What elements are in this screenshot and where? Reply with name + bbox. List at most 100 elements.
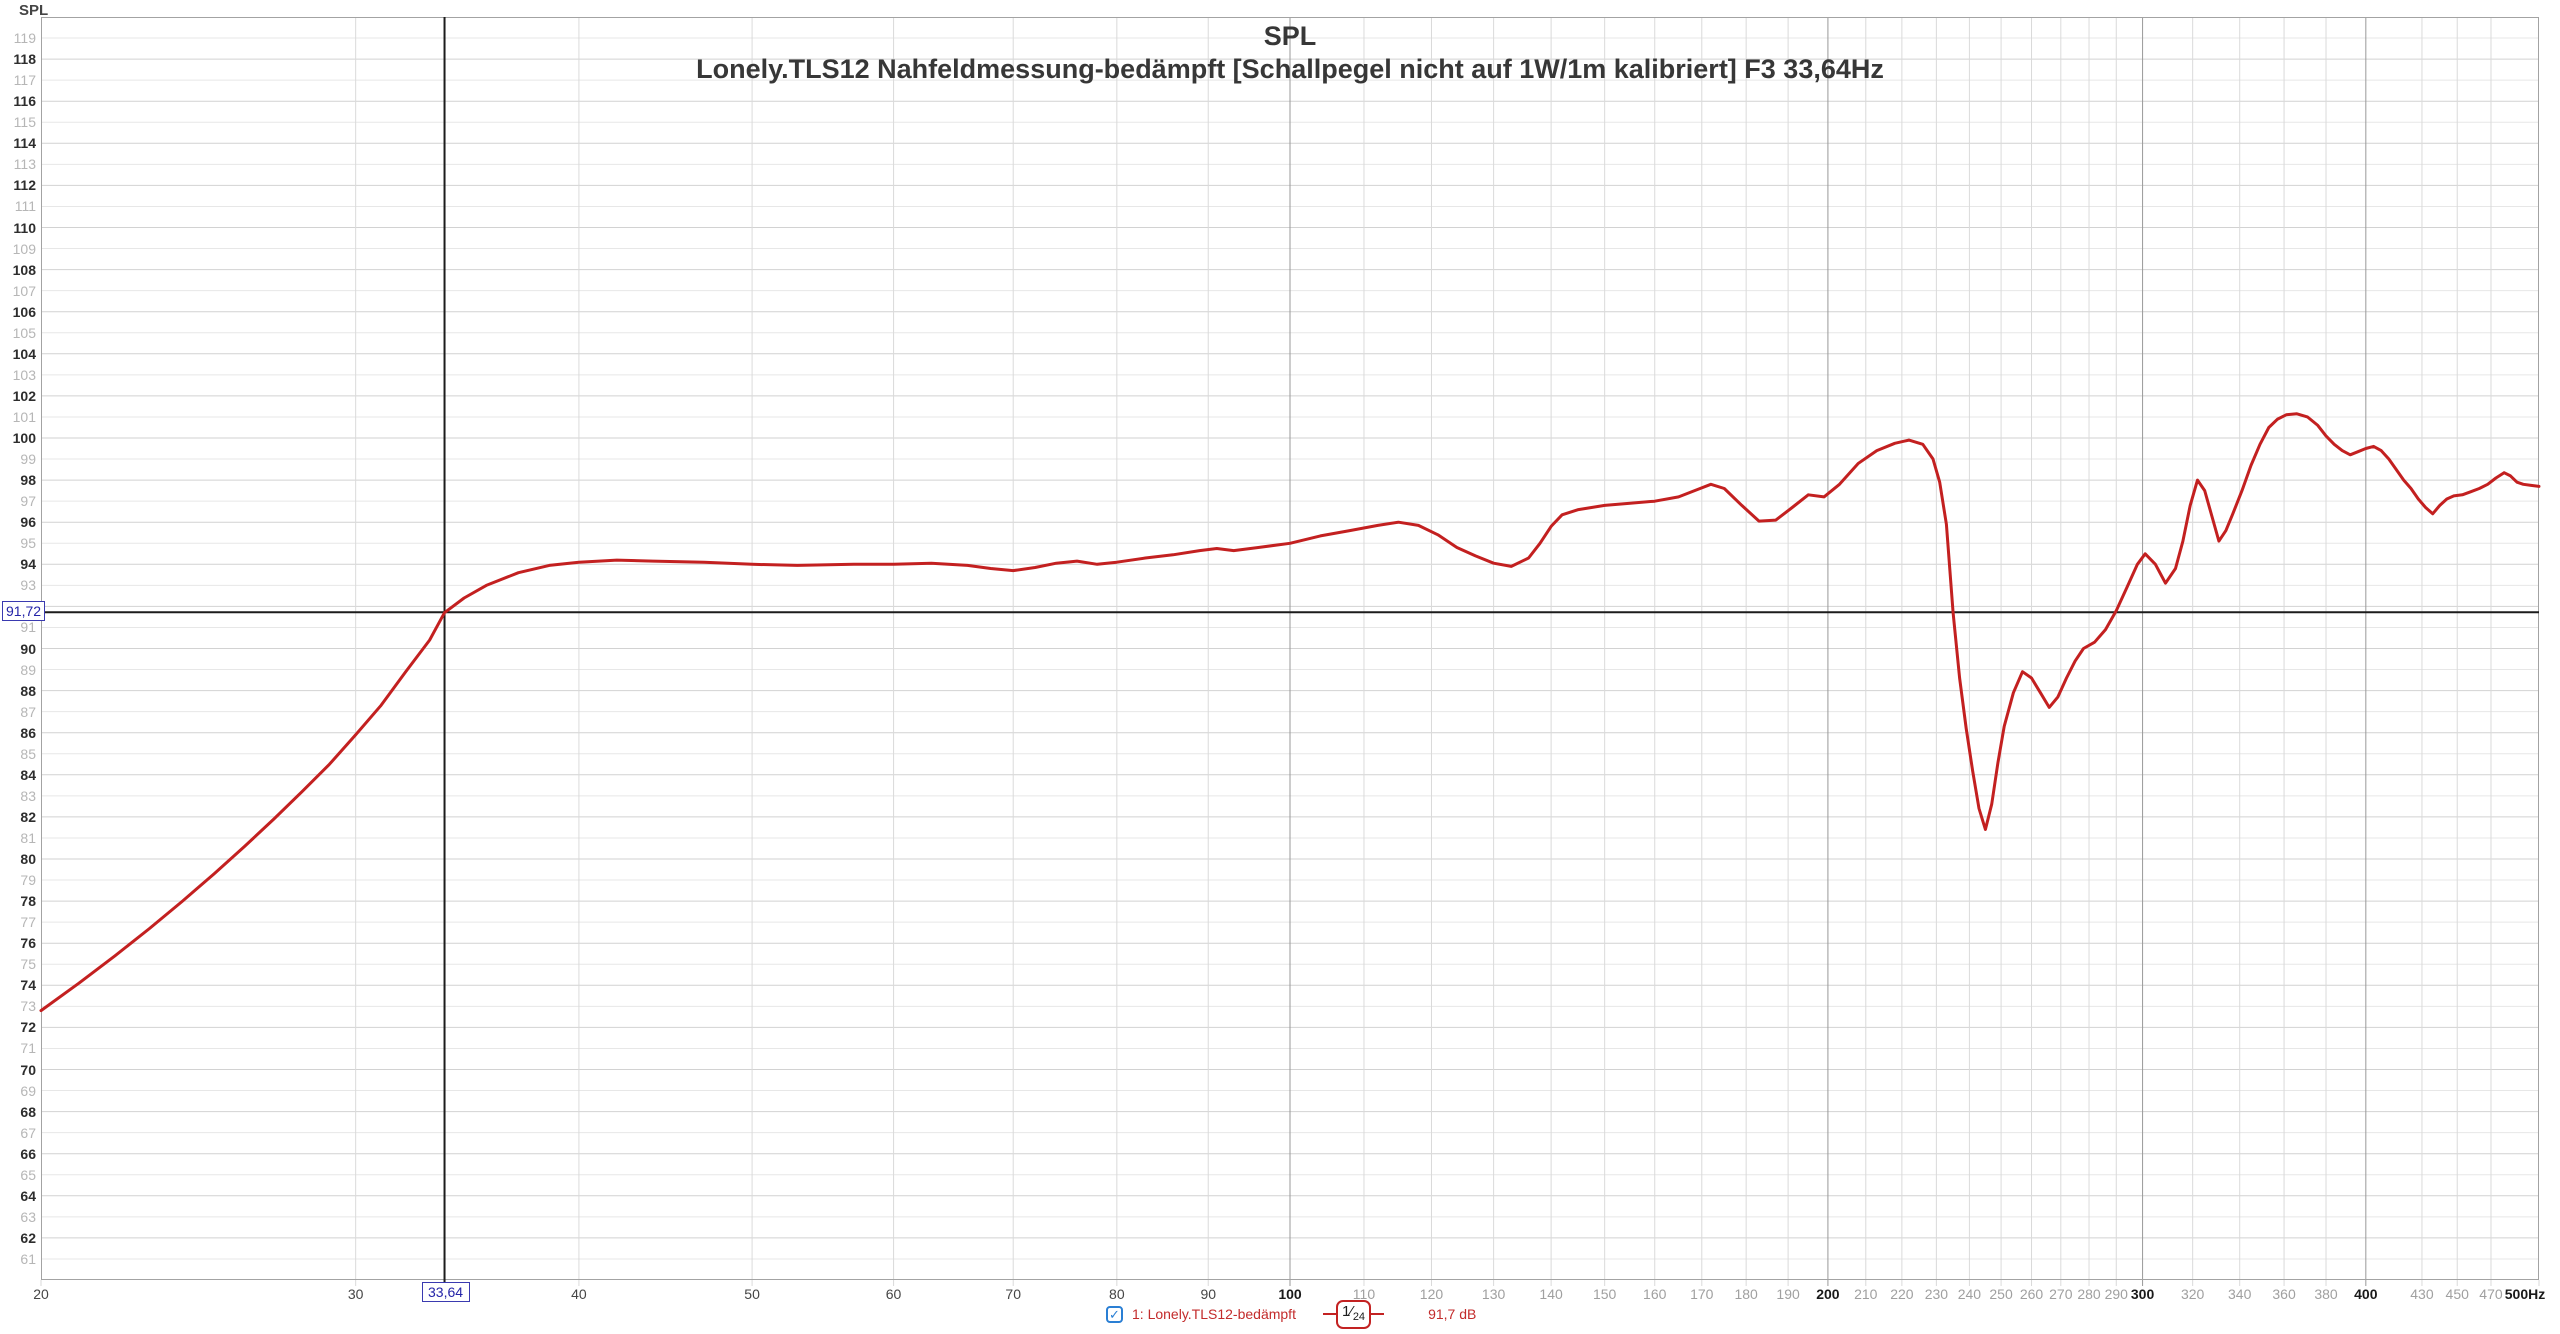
y-tick-label: 71 — [20, 1040, 36, 1057]
y-tick-label: 105 — [12, 324, 36, 341]
y-tick-label: 119 — [13, 30, 36, 47]
measurement-checkbox[interactable]: ✓ — [1106, 1305, 1123, 1323]
y-tick-label: 104 — [12, 345, 36, 362]
y-tick-label: 108 — [12, 261, 36, 278]
y-tick-label: 114 — [13, 135, 36, 152]
y-tick-label: 86 — [20, 724, 36, 741]
y-tick-label: 101 — [12, 408, 36, 425]
x-tick-label: 140 — [1539, 1286, 1563, 1302]
smoothing-badge: 1 ⁄ 24 — [1335, 1299, 1372, 1329]
y-tick-label: 99 — [20, 451, 36, 468]
x-tick-label: 190 — [1776, 1286, 1800, 1302]
smoothing-wire-right-icon — [1371, 1313, 1385, 1315]
x-tick-label: 280 — [2077, 1286, 2101, 1302]
x-tick-label: 430 — [2410, 1286, 2434, 1302]
y-tick-label: 66 — [20, 1145, 36, 1162]
y-tick-label: 93 — [20, 577, 36, 594]
y-tick-label: 111 — [14, 198, 36, 215]
chart-canvas[interactable] — [39, 17, 2541, 1288]
spl-chart-plot-area — [39, 17, 2541, 1286]
x-tick-label: 360 — [2272, 1286, 2296, 1302]
x-tick-label: 470 — [2479, 1286, 2503, 1302]
y-tick-label: 95 — [20, 535, 36, 552]
y-tick-label: 73 — [20, 998, 36, 1015]
x-tick-label: 80 — [1109, 1286, 1125, 1302]
y-tick-label: 83 — [20, 787, 36, 804]
y-tick-label: 115 — [13, 114, 36, 131]
y-axis-title: SPL — [19, 2, 49, 19]
cursor-y-value: 91,72 — [6, 603, 42, 620]
plot-border — [41, 17, 2539, 1280]
y-tick-label: 77 — [20, 914, 36, 931]
x-tick-label: 500Hz — [2504, 1286, 2546, 1302]
x-tick-label: 250 — [1989, 1286, 2013, 1302]
y-tick-label: 102 — [12, 387, 36, 404]
x-tick-label: 130 — [1481, 1286, 1506, 1302]
y-tick-label: 91 — [20, 619, 36, 636]
x-tick-label: 270 — [2049, 1286, 2073, 1302]
y-tick-label: 75 — [20, 956, 36, 973]
y-tick-label: 76 — [20, 935, 36, 952]
measurement-label[interactable]: 1: Lonely.TLS12-bedämpft — [1132, 1306, 1296, 1322]
smoothing-indicator: 1 ⁄ 24 — [1322, 1299, 1385, 1329]
y-tick-label: 88 — [20, 682, 36, 699]
smoothing-denominator: 24 — [1352, 1310, 1366, 1323]
y-tick-label: 109 — [12, 240, 36, 257]
cursor-level-readout: 91,7 dB — [1428, 1306, 1477, 1322]
y-tick-label: 97 — [20, 493, 36, 510]
y-tick-label: 116 — [13, 93, 36, 110]
y-tick-label: 74 — [20, 977, 36, 994]
smoothing-wire-left-icon — [1322, 1313, 1336, 1315]
y-tick-label: 80 — [20, 851, 36, 867]
x-tick-label: 40 — [571, 1286, 587, 1302]
x-axis-labels: 20 30 40 50 60 70 80 90 100 110 120 130 140 150 160 170… — [0, 1286, 2560, 1306]
y-tick-label: 82 — [20, 808, 36, 825]
y-tick-label: 106 — [12, 303, 36, 320]
y-tick-label: 112 — [13, 177, 36, 194]
x-tick-label: 170 — [1690, 1286, 1714, 1302]
y-tick-label: 69 — [20, 1082, 36, 1099]
spl-curve — [39, 412, 2541, 1013]
x-tick-label: 230 — [1924, 1286, 1949, 1302]
y-tick-label: 107 — [12, 282, 36, 299]
x-tick-label: 50 — [744, 1286, 760, 1302]
y-tick-label: 61 — [20, 1250, 36, 1267]
x-tick-label: 400 — [2354, 1286, 2378, 1302]
x-tick-label: 90 — [1200, 1286, 1217, 1302]
y-tick-label: 94 — [20, 556, 36, 573]
y-tick-label: 85 — [20, 745, 36, 762]
x-tick-label: 260 — [2019, 1286, 2044, 1302]
cursor-y-value-box: 91,72 — [2, 601, 46, 622]
x-tick-label: 240 — [1957, 1286, 1982, 1302]
y-tick-label: 67 — [20, 1124, 36, 1141]
y-tick-label: 98 — [20, 472, 36, 489]
x-tick-label: 320 — [2180, 1286, 2205, 1302]
x-tick-label: 60 — [885, 1286, 902, 1302]
y-tick-label: 113 — [13, 156, 36, 173]
y-tick-label: 117 — [13, 72, 36, 89]
y-tick-label: 103 — [12, 366, 36, 383]
x-tick-label: 180 — [1734, 1286, 1758, 1302]
y-tick-label: 79 — [20, 872, 36, 889]
x-tick-label: 300 — [2130, 1286, 2155, 1302]
x-tick-label: 220 — [1890, 1286, 1914, 1302]
smoothing-numerator: 1 — [1341, 1302, 1351, 1320]
y-tick-label: 84 — [20, 766, 36, 783]
smoothing-slash: ⁄ — [1350, 1302, 1353, 1320]
y-tick-label: 89 — [20, 661, 36, 678]
y-tick-label: 96 — [20, 514, 36, 531]
y-tick-label: 65 — [20, 1166, 36, 1183]
cursor-x-value: 33,64 — [428, 1284, 464, 1300]
x-tick-label: 450 — [2445, 1286, 2469, 1302]
y-tick-label: 87 — [20, 703, 36, 720]
check-icon: ✓ — [1109, 1306, 1120, 1322]
x-tick-label: 200 — [1816, 1286, 1840, 1302]
x-tick-label: 30 — [347, 1286, 364, 1302]
y-tick-label: 64 — [20, 1187, 36, 1204]
x-tick-label: 290 — [2104, 1286, 2128, 1302]
legend: ✓ 1: Lonely.TLS12-bedämpft 1 ⁄ 24 91,7 dB — [1106, 1299, 1477, 1329]
x-tick-label: 120 — [1419, 1286, 1444, 1302]
y-tick-label: 90 — [20, 640, 36, 657]
y-tick-label: 81 — [20, 829, 36, 846]
